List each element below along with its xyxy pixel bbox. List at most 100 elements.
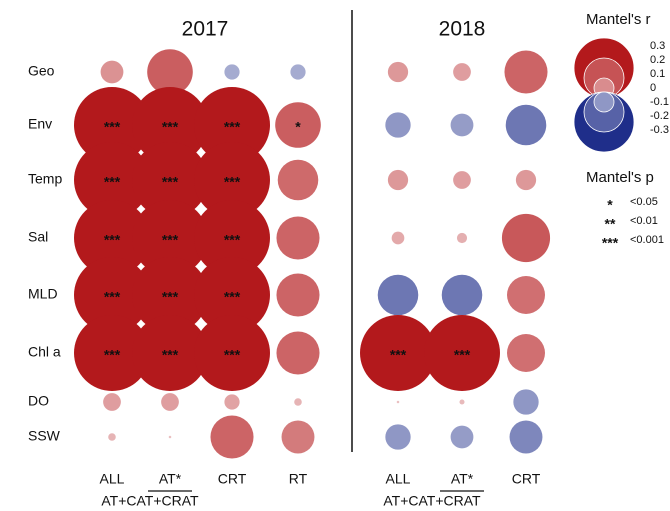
legend-tick-label: -0.3 (650, 124, 669, 136)
significance: *** (224, 119, 241, 135)
bubble (387, 61, 409, 83)
legend-title: Mantel's p (586, 169, 654, 186)
bubble (276, 331, 320, 375)
bubble (210, 415, 254, 459)
bubble (505, 104, 547, 146)
significance: *** (224, 174, 241, 190)
bubble (132, 142, 208, 218)
row-label: SSW (28, 428, 61, 444)
bubble (504, 50, 548, 94)
bubble (132, 200, 208, 276)
x-tick-label: AT* (451, 471, 474, 487)
legend-label: <0.01 (630, 215, 658, 227)
legend-bubble (593, 91, 615, 113)
bubble (132, 315, 208, 391)
bubble (290, 64, 306, 80)
bubble (132, 257, 208, 333)
bubble (224, 64, 240, 80)
bubble (513, 389, 539, 415)
bubble (194, 315, 270, 391)
bubble (194, 87, 270, 163)
x-tick-label: ALL (100, 471, 125, 487)
bubble (194, 200, 270, 276)
bubble (74, 87, 150, 163)
legend-tick-label: 0 (650, 82, 656, 94)
panel-title: 2017 (182, 18, 229, 41)
bubble (277, 159, 319, 201)
legend-tick-label: 0.3 (650, 40, 665, 52)
group-label: AT+CAT+CRAT (101, 493, 199, 509)
bubble (515, 169, 537, 191)
significance: *** (104, 174, 121, 190)
row-label: Geo (28, 63, 55, 79)
row-label: DO (28, 393, 49, 409)
legend-tick-label: 0.1 (650, 68, 665, 80)
x-tick-label: ALL (386, 471, 411, 487)
bubble (103, 393, 121, 411)
bubble (194, 142, 270, 218)
x-tick-label: RT (289, 471, 308, 487)
row-label: Env (28, 116, 52, 132)
row-label: Chl a (28, 344, 61, 360)
bubble (360, 315, 436, 391)
bubble (281, 420, 315, 454)
bubble (100, 60, 124, 84)
bubble (450, 113, 474, 137)
bubble (509, 420, 543, 454)
significance: *** (162, 289, 179, 305)
legend-tick-label: -0.1 (650, 96, 669, 108)
bubble (385, 112, 411, 138)
legend-tick-label: 0.2 (650, 54, 665, 66)
x-tick-label: CRT (218, 471, 247, 487)
significance: *** (104, 119, 121, 135)
x-tick-label: CRT (512, 471, 541, 487)
bubble (453, 171, 471, 189)
bubble (276, 273, 320, 317)
significance: *** (104, 232, 121, 248)
bubble (276, 216, 320, 260)
bubble (450, 425, 474, 449)
bubble (453, 63, 471, 81)
group-label: AT+CAT+CRAT (383, 493, 481, 509)
significance: *** (224, 289, 241, 305)
panel-title: 2018 (439, 18, 486, 41)
legend-symbol: * (607, 197, 613, 213)
significance: *** (104, 347, 121, 363)
bubble (456, 232, 468, 244)
bubble (385, 424, 411, 450)
legend-label: <0.05 (630, 196, 658, 208)
bubble (108, 433, 116, 441)
significance: *** (390, 347, 407, 363)
legend-symbol: ** (605, 216, 616, 232)
bubble (441, 274, 483, 316)
bubble (377, 274, 419, 316)
bubble (507, 334, 545, 372)
legend-tick-label: -0.2 (650, 110, 669, 122)
bubble (147, 49, 193, 95)
bubble (391, 231, 405, 245)
significance: * (295, 119, 301, 135)
significance: *** (162, 232, 179, 248)
bubble (74, 315, 150, 391)
legend-symbol: *** (602, 235, 619, 251)
bubble (387, 169, 409, 191)
bubble (161, 393, 179, 411)
bubble (132, 87, 208, 163)
bubble (424, 315, 500, 391)
bubble (224, 394, 240, 410)
significance: *** (162, 347, 179, 363)
legend-title: Mantel's r (586, 11, 651, 28)
significance: *** (162, 119, 179, 135)
x-tick-label: AT* (159, 471, 182, 487)
bubble (275, 102, 321, 148)
bubble (501, 213, 551, 263)
row-label: MLD (28, 286, 58, 302)
bubble (74, 142, 150, 218)
bubble (74, 200, 150, 276)
bubble (74, 257, 150, 333)
significance: *** (224, 232, 241, 248)
bubble (294, 398, 302, 406)
bubble (396, 400, 400, 404)
row-label: Sal (28, 229, 48, 245)
